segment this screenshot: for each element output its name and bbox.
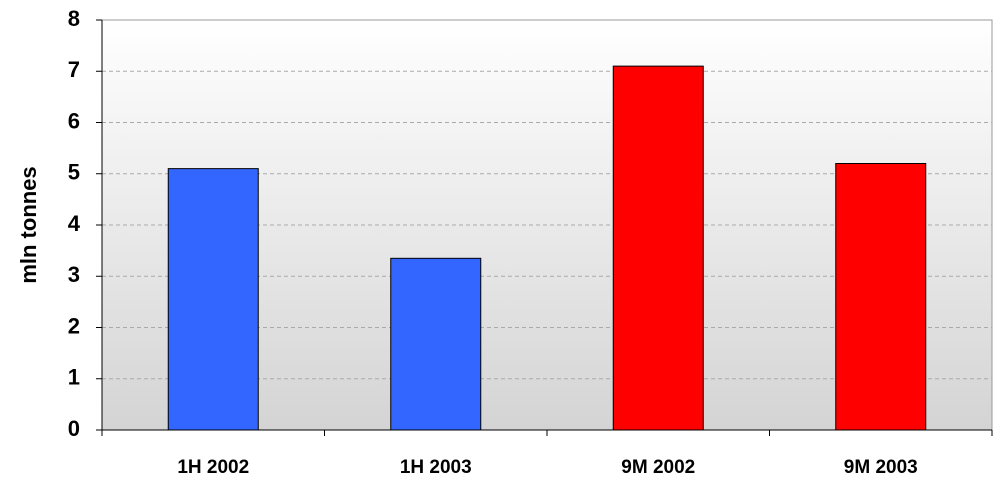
x-tick-label: 1H 2002 — [177, 457, 249, 478]
y-tick-label: 0 — [68, 416, 80, 441]
x-tick-label: 9M 2003 — [844, 457, 918, 478]
y-tick-label: 7 — [68, 57, 80, 82]
y-tick-label: 2 — [68, 313, 80, 338]
x-tick-label: 9M 2002 — [621, 457, 695, 478]
x-tick-label: 1H 2003 — [400, 457, 472, 478]
y-tick-label: 8 — [68, 6, 80, 31]
bar — [390, 257, 482, 431]
bar — [835, 163, 927, 431]
y-tick-label: 5 — [68, 160, 80, 185]
y-tick-label: 1 — [68, 365, 80, 390]
bar — [612, 65, 704, 431]
y-tick-label: 3 — [68, 262, 80, 287]
bar — [167, 168, 259, 431]
y-tick-label: 4 — [68, 211, 81, 236]
y-tick-label: 6 — [68, 108, 80, 133]
y-axis-label: mln tonnes — [16, 166, 41, 283]
